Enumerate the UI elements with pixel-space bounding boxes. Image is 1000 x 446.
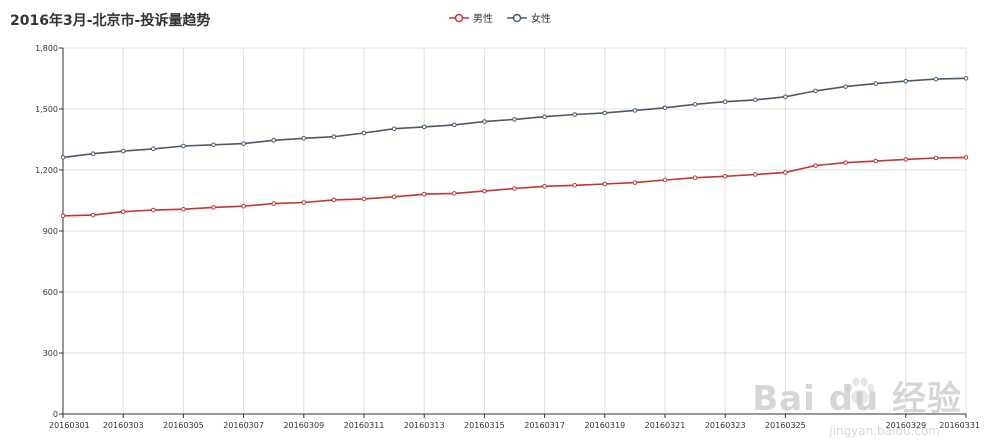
- data-point-female: [873, 81, 879, 86]
- data-point-female: [301, 135, 307, 141]
- data-point-male: [120, 209, 126, 214]
- data-point-male: [903, 157, 909, 162]
- data-point-female: [753, 97, 758, 103]
- data-point-male: [542, 183, 547, 189]
- data-point-female: [843, 84, 848, 89]
- data-point-female: [903, 78, 909, 84]
- baidu-paw-icon: [845, 377, 875, 404]
- data-point-male: [933, 155, 939, 161]
- data-point-male: [963, 155, 969, 160]
- legend-label-male: 男性: [473, 14, 493, 25]
- data-point-female: [722, 99, 728, 104]
- data-point-male: [482, 188, 487, 194]
- data-point-male: [60, 213, 66, 219]
- data-point-female: [60, 155, 66, 160]
- data-point-male: [843, 160, 848, 165]
- data-point-male: [602, 181, 608, 187]
- data-point-male: [361, 196, 367, 202]
- data-point-male: [662, 177, 668, 183]
- data-point-male: [211, 205, 216, 210]
- data-point-male: [241, 203, 246, 209]
- y-tick-label: 0: [53, 410, 58, 419]
- data-point-female: [90, 151, 96, 157]
- x-tick-label: 20160313: [404, 421, 445, 430]
- x-tick-label: 20160307: [223, 421, 264, 430]
- y-tick-label: 600: [43, 288, 58, 297]
- data-point-female: [692, 102, 698, 107]
- data-point-female: [452, 122, 457, 128]
- data-point-male: [181, 206, 186, 212]
- watermark-url: jingyan.baidu.com: [829, 424, 940, 438]
- x-tick-label: 20160303: [103, 421, 144, 430]
- data-point-female: [933, 76, 939, 82]
- x-tick-label: 20160305: [163, 421, 204, 430]
- data-point-female: [361, 130, 367, 136]
- watermark-brand: Bai du 经验: [752, 379, 962, 419]
- legend-label-female: 女性: [531, 14, 551, 25]
- data-point-male: [783, 170, 788, 175]
- data-point-male: [722, 174, 728, 179]
- data-point-female: [271, 138, 277, 143]
- data-point-male: [271, 201, 277, 206]
- data-point-female: [181, 143, 186, 149]
- data-point-male: [452, 191, 457, 196]
- data-point-male: [151, 207, 156, 213]
- legend-marker-male: [449, 13, 469, 22]
- data-point-female: [211, 142, 216, 148]
- data-point-female: [151, 146, 156, 152]
- x-tick-label: 20160319: [584, 421, 625, 430]
- chart-title: 2016年3月-北京市-投诉量趋势: [10, 13, 211, 29]
- x-tick-label: 20160323: [705, 421, 746, 430]
- data-point-male: [632, 180, 638, 185]
- y-tick-label: 1,500: [35, 105, 58, 114]
- data-point-female: [632, 108, 638, 113]
- data-point-male: [512, 186, 517, 191]
- data-point-female: [963, 75, 969, 81]
- data-point-female: [421, 124, 427, 130]
- x-tick-label: 20160331: [939, 421, 980, 430]
- y-tick-label: 900: [43, 227, 58, 236]
- x-tick-label: 20160321: [645, 421, 686, 430]
- y-tick-label: 300: [43, 349, 58, 358]
- x-tick-label: 20160317: [524, 421, 565, 430]
- data-point-female: [331, 134, 337, 139]
- data-point-female: [783, 94, 788, 100]
- data-point-male: [753, 172, 758, 177]
- x-tick-label: 20160329: [885, 421, 926, 430]
- data-point-female: [542, 114, 547, 120]
- y-tick-label: 1,200: [35, 166, 58, 175]
- x-tick-label: 20160325: [765, 421, 806, 430]
- data-point-female: [512, 117, 517, 122]
- legend-item-female[interactable]: 女性: [507, 10, 551, 25]
- data-point-male: [813, 163, 818, 168]
- data-point-male: [90, 212, 96, 218]
- y-tick-label: 1,800: [35, 44, 58, 53]
- data-point-male: [331, 197, 337, 203]
- data-point-male: [391, 194, 397, 200]
- x-tick-label: 20160311: [344, 421, 385, 430]
- data-point-female: [602, 110, 608, 116]
- chart-legend: 男性 女性: [0, 10, 1000, 25]
- x-tick-label: 20160315: [464, 421, 505, 430]
- x-tick-label: 20160309: [283, 421, 324, 430]
- data-point-female: [241, 141, 246, 146]
- data-point-female: [120, 148, 126, 154]
- data-point-male: [421, 191, 427, 197]
- data-point-male: [873, 158, 879, 164]
- legend-marker-female: [507, 13, 527, 22]
- data-point-female: [662, 105, 668, 111]
- data-point-male: [301, 200, 307, 205]
- legend-item-male[interactable]: 男性: [449, 10, 493, 25]
- data-point-female: [813, 88, 818, 94]
- data-point-female: [572, 112, 578, 117]
- data-point-male: [572, 182, 578, 188]
- data-point-male: [692, 175, 698, 181]
- data-point-female: [391, 126, 397, 132]
- x-tick-label: 20160301: [49, 421, 90, 430]
- data-point-female: [482, 119, 487, 124]
